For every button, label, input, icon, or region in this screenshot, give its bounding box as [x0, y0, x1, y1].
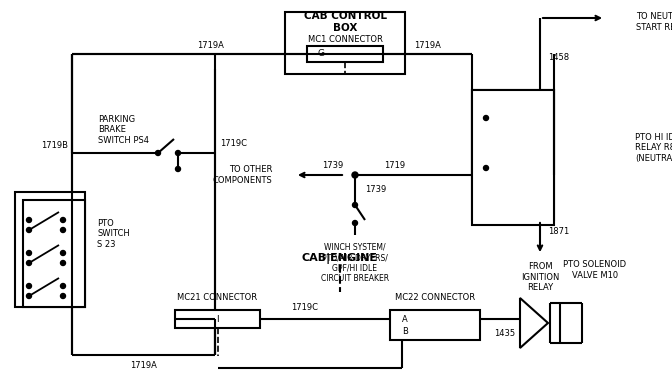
Text: 1739: 1739 [323, 162, 343, 170]
Circle shape [483, 165, 489, 170]
Bar [390, 310, 480, 340]
Text: I: I [216, 314, 219, 324]
Circle shape [175, 151, 181, 155]
Circle shape [26, 261, 32, 265]
Circle shape [483, 115, 489, 120]
Bar [472, 90, 554, 220]
Circle shape [155, 151, 161, 155]
Bar [285, 12, 405, 74]
Text: 1719A: 1719A [414, 42, 441, 50]
Circle shape [60, 293, 65, 298]
Circle shape [60, 251, 65, 256]
Text: MC21 CONNECTOR: MC21 CONNECTOR [177, 293, 257, 303]
Text: FROM
IGNITION
RELAY: FROM IGNITION RELAY [521, 262, 559, 292]
Text: 1871: 1871 [548, 228, 569, 236]
Circle shape [60, 283, 65, 288]
Text: 1719A: 1719A [198, 42, 224, 50]
Text: A: A [402, 314, 408, 324]
Text: 1719C: 1719C [292, 303, 319, 311]
Circle shape [26, 293, 32, 298]
Circle shape [60, 217, 65, 222]
Circle shape [26, 283, 32, 288]
Text: PARKING
BRAKE
SWITCH PS4: PARKING BRAKE SWITCH PS4 [98, 115, 149, 145]
Text: 1739: 1739 [365, 185, 386, 194]
Text: G: G [317, 50, 325, 58]
Text: 1719A: 1719A [130, 361, 157, 369]
Circle shape [26, 217, 32, 222]
Text: 1719C: 1719C [220, 139, 247, 147]
Text: WINCH SYSTEM/
PTO/AIR DRYERS/
GPF/HI IDLE
CIRCUIT BREAKER: WINCH SYSTEM/ PTO/AIR DRYERS/ GPF/HI IDL… [321, 243, 389, 283]
Text: PTO
SWITCH
S 23: PTO SWITCH S 23 [97, 219, 130, 249]
Bar [307, 46, 383, 62]
Text: MC1 CONNECTOR: MC1 CONNECTOR [308, 36, 382, 44]
Circle shape [353, 202, 358, 207]
Circle shape [26, 251, 32, 256]
Bar [472, 90, 554, 225]
Text: B: B [402, 327, 408, 335]
Text: 1719B: 1719B [41, 141, 68, 149]
Text: 1719: 1719 [384, 162, 406, 170]
Circle shape [352, 172, 358, 178]
Circle shape [60, 261, 65, 265]
Text: PTO SOLENOID
VALVE M10: PTO SOLENOID VALVE M10 [563, 260, 626, 280]
Bar [23, 200, 85, 307]
Text: TO OTHER
COMPONENTS: TO OTHER COMPONENTS [212, 165, 272, 185]
Circle shape [353, 220, 358, 225]
Text: PTO HI IDLE
RELAY R8
(NEUTRAL): PTO HI IDLE RELAY R8 (NEUTRAL) [635, 133, 672, 163]
Circle shape [60, 228, 65, 233]
Bar [175, 310, 260, 328]
Text: TO NEUTRAL
START RELAY: TO NEUTRAL START RELAY [636, 12, 672, 32]
Text: 1435: 1435 [495, 329, 515, 338]
Circle shape [26, 228, 32, 233]
Circle shape [175, 167, 181, 172]
Bar [15, 192, 85, 307]
Text: MC22 CONNECTOR: MC22 CONNECTOR [395, 293, 475, 303]
Text: CAB CONTROL
BOX: CAB CONTROL BOX [304, 11, 386, 33]
Text: CAB|ENGINE: CAB|ENGINE [302, 253, 378, 264]
Text: 1458: 1458 [548, 53, 569, 63]
